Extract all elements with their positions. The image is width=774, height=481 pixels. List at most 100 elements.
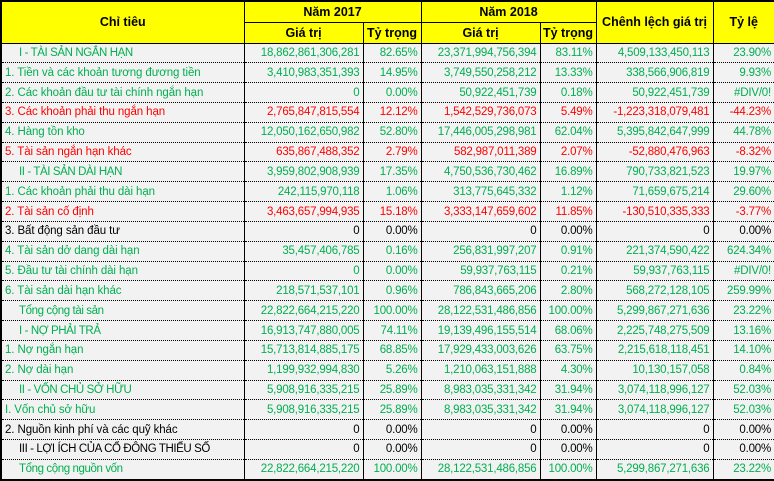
value-2018: 59,937,763,115 — [420, 260, 541, 281]
value-2017: 0 — [243, 82, 364, 103]
header-criteria: Chỉ tiêu — [0, 0, 245, 44]
rate-value: 52.03% — [712, 399, 774, 420]
row-label: 3. Bất động sản đầu tư — [0, 220, 245, 242]
rate-value: 19.97% — [712, 161, 774, 182]
diff-value: 2,215,618,118,451 — [595, 339, 714, 361]
row-label: Tổng cộng nguồn vốn — [0, 458, 245, 480]
value-2018: 8,983,035,331,342 — [420, 379, 541, 400]
pct-2018: 63.75% — [539, 339, 597, 361]
row-label: 1. Tiền và các khoản tương đương tiền — [0, 62, 245, 83]
value-2018: 17,929,433,003,626 — [420, 339, 541, 361]
value-2018: 50,922,451,739 — [420, 82, 541, 103]
row-label: I. Vốn chủ sở hữu — [0, 399, 245, 420]
row-label: 1. Các khoản phải thu dài hạn — [0, 181, 245, 202]
pct-2018: 31.94% — [539, 379, 597, 400]
pct-2017: 14.95% — [362, 62, 422, 83]
rate-value: -3.77% — [712, 201, 774, 222]
row-label: 6. Tài sản dài hạn khác — [0, 280, 245, 301]
value-2017: 0 — [243, 260, 364, 281]
table-row: 5. Đầu tư tài chính dài hạn 0 0.00% 59,937,… — [0, 260, 774, 281]
diff-value: 10,130,157,058 — [595, 359, 714, 381]
pct-2017: 100.00% — [362, 458, 422, 480]
pct-2018: 100.00% — [539, 458, 597, 480]
pct-2017: 0.96% — [362, 280, 422, 301]
pct-2018: 0.00% — [539, 439, 597, 460]
rate-value: 0.84% — [712, 359, 774, 381]
pct-2017: 1.06% — [362, 181, 422, 202]
value-2018: 19,139,496,155,514 — [420, 320, 541, 341]
value-2018: 8,983,035,331,342 — [420, 399, 541, 420]
value-2017: 0 — [243, 439, 364, 460]
pct-2018: 31.94% — [539, 399, 597, 420]
table-row: 1. Tiền và các khoản tương đương tiền 3,4… — [0, 62, 774, 83]
pct-2018: 5.49% — [539, 101, 597, 123]
rate-value: 9.93% — [712, 62, 774, 83]
header-weight-2017: Tỷ trọng — [362, 21, 422, 44]
pct-2017: 25.89% — [362, 399, 422, 420]
value-2018: 3,749,550,258,212 — [420, 62, 541, 83]
value-2017: 35,457,406,785 — [243, 240, 364, 262]
table-row: I. Vốn chủ sở hữu 5,908,916,335,215 25.89%… — [0, 399, 774, 420]
rate-value: 0.00% — [712, 439, 774, 460]
value-2018: 28,122,531,486,856 — [420, 458, 541, 480]
diff-value: -130,510,335,333 — [595, 201, 714, 222]
row-label: 2. Nguồn kinh phí và các quỹ khác — [0, 419, 245, 440]
value-2018: 0 — [420, 220, 541, 242]
table-row: I - NỢ PHẢI TRẢ 16,913,747,880,005 74.11% 1… — [0, 320, 774, 341]
diff-value: 59,937,763,115 — [595, 260, 714, 281]
pct-2017: 82.65% — [362, 43, 422, 63]
diff-value: 0 — [595, 439, 714, 460]
diff-value: 2,225,748,275,509 — [595, 320, 714, 341]
row-label: I - NỢ PHẢI TRẢ — [0, 320, 245, 341]
table-row: 4. Hàng tồn kho 12,050,162,650,982 52.80% 1… — [0, 121, 774, 143]
rate-value: 52.03% — [712, 379, 774, 400]
value-2018: 3,333,147,659,602 — [420, 201, 541, 222]
row-label: I - TÀI SẢN NGẮN HẠN — [0, 43, 245, 63]
pct-2018: 13.33% — [539, 62, 597, 83]
value-2017: 0 — [243, 220, 364, 242]
diff-value: 5,299,867,271,636 — [595, 458, 714, 480]
diff-value: 0 — [595, 419, 714, 440]
pct-2018: 0.91% — [539, 240, 597, 262]
value-2017: 3,410,983,351,393 — [243, 62, 364, 83]
table-row: II - TÀI SẢN DÀI HẠN 3,959,802,908,939 17.… — [0, 161, 774, 182]
pct-2017: 52.80% — [362, 121, 422, 143]
table-row: 2. Nợ dài hạn 1,199,932,994,830 5.26% 1,210… — [0, 359, 774, 381]
value-2017: 15,713,814,885,175 — [243, 339, 364, 361]
table-row: 4. Tài sản dở dang dài hạn 35,457,406,785… — [0, 240, 774, 262]
pct-2018: 16.89% — [539, 161, 597, 182]
table-row: 2. Tài sản cố định 3,463,657,994,935 15.18… — [0, 201, 774, 222]
pct-2018: 0.18% — [539, 82, 597, 103]
row-label: 2. Nợ dài hạn — [0, 359, 245, 381]
rate-value: 0.00% — [712, 419, 774, 440]
rate-value: -8.32% — [712, 141, 774, 162]
pct-2018: 4.30% — [539, 359, 597, 381]
table-row: 6. Tài sản dài hạn khác 218,571,537,101 0.… — [0, 280, 774, 301]
value-2018: 23,371,994,756,394 — [420, 43, 541, 63]
value-2018: 1,210,063,151,888 — [420, 359, 541, 381]
pct-2017: 17.35% — [362, 161, 422, 182]
diff-value: 4,509,133,450,113 — [595, 43, 714, 63]
value-2018: 313,775,645,332 — [420, 181, 541, 202]
pct-2018: 83.11% — [539, 43, 597, 63]
header-rate: Tỷ lệ — [712, 0, 774, 44]
value-2018: 1,542,529,736,073 — [420, 101, 541, 123]
value-2017: 242,115,970,118 — [243, 181, 364, 202]
diff-value: 568,272,128,105 — [595, 280, 714, 301]
value-2017: 0 — [243, 419, 364, 440]
pct-2017: 68.85% — [362, 339, 422, 361]
diff-value: 71,659,675,214 — [595, 181, 714, 202]
diff-value: 338,566,906,819 — [595, 62, 714, 83]
table-row: 2. Các khoản đầu tư tài chính ngắn hạn 0 0… — [0, 82, 774, 103]
value-2017: 218,571,537,101 — [243, 280, 364, 301]
diff-value: 221,374,590,422 — [595, 240, 714, 262]
pct-2017: 15.18% — [362, 201, 422, 222]
diff-value: 5,299,867,271,636 — [595, 300, 714, 321]
diff-value: 790,733,821,523 — [595, 161, 714, 182]
table-row: Tổng cộng tài sản 22,822,664,215,220 100.0… — [0, 300, 774, 321]
pct-2018: 1.12% — [539, 181, 597, 202]
rate-value: 29.60% — [712, 181, 774, 202]
rate-value: 14.10% — [712, 339, 774, 361]
diff-value: 3,074,118,996,127 — [595, 399, 714, 420]
